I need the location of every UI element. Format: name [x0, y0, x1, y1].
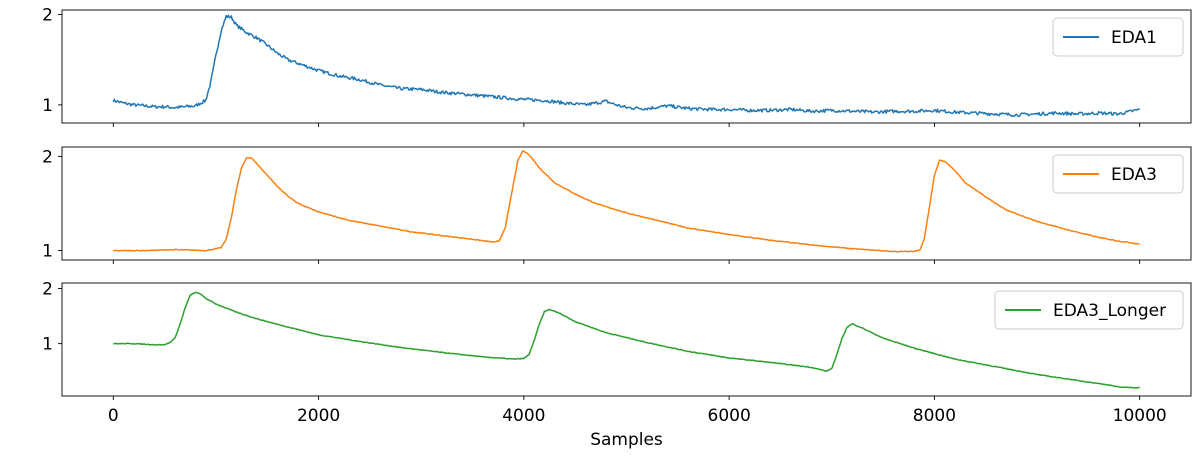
x-tick-label: 8000 — [913, 406, 956, 426]
legend-label: EDA3_Longer — [1053, 301, 1166, 321]
y-tick-label: 2 — [42, 280, 53, 300]
axes-frame — [61, 282, 1192, 397]
legend-label: EDA1 — [1111, 28, 1157, 48]
legend: EDA3 — [1052, 154, 1184, 194]
x-tick-label: 6000 — [708, 406, 751, 426]
legend: EDA3_Longer — [994, 290, 1184, 330]
y-tick-label: 1 — [42, 96, 53, 116]
legend-box — [994, 290, 1184, 330]
subplot-1: 1 2 EDA1 — [42, 6, 1192, 127]
axes-frame — [61, 9, 1192, 124]
x-tick-label: 4000 — [502, 406, 545, 426]
y-tick-label: 2 — [42, 6, 53, 26]
y-tick-label: 2 — [42, 147, 53, 167]
series-line-eda3-longer — [113, 291, 1140, 389]
subplot-3: 0 2000 4000 6000 8000 10000 1 2 Samples EDA3_Long… — [42, 280, 1192, 450]
series-line-eda3 — [113, 150, 1140, 253]
subplot-2: 1 2 EDA3 — [42, 146, 1192, 264]
y-tick-label: 1 — [42, 335, 53, 355]
legend-box — [1052, 17, 1184, 57]
x-tick-label: 0 — [108, 406, 119, 426]
legend: EDA1 — [1052, 17, 1184, 57]
x-tick-label: 10000 — [1113, 406, 1167, 426]
legend-label: EDA3 — [1111, 165, 1157, 185]
axes-frame — [61, 146, 1192, 261]
x-axis-label: Samples — [590, 430, 663, 450]
series-line-eda1 — [112, 14, 1140, 118]
x-tick-label: 2000 — [297, 406, 340, 426]
y-tick-label: 1 — [42, 242, 53, 262]
legend-box — [1052, 154, 1184, 194]
